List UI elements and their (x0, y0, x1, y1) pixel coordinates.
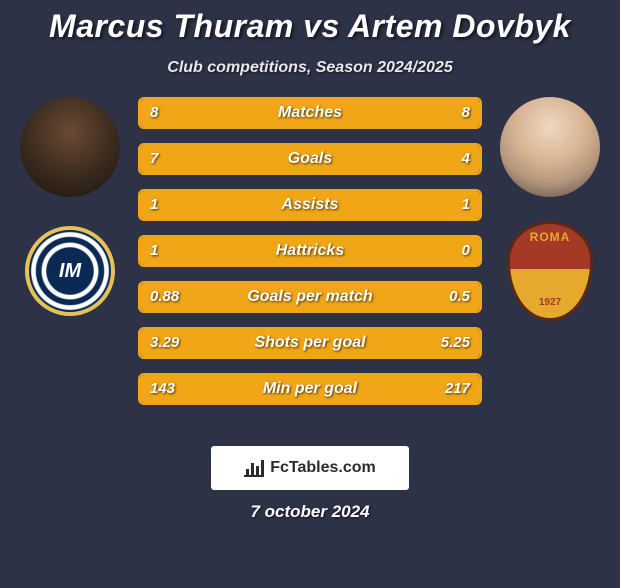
stat-label: Assists (140, 191, 480, 219)
date-label: 7 october 2024 (0, 502, 620, 522)
footer-brand: FcTables.com (270, 459, 376, 477)
roma-badge-year: 1927 (539, 297, 561, 308)
chart-icon (244, 459, 264, 477)
stat-label: Matches (140, 99, 480, 127)
main-area: IM ROMA 1927 88Matches 74Goals 11Assists 10… (0, 97, 620, 437)
stat-label: Min per goal (140, 375, 480, 403)
stat-row: 74Goals (138, 143, 482, 175)
roma-badge-text: ROMA (530, 230, 571, 244)
inter-badge-icon: IM (25, 226, 115, 316)
stat-label: Goals (140, 145, 480, 173)
stat-row: 10Hattricks (138, 235, 482, 267)
stat-row: 3.295.25Shots per goal (138, 327, 482, 359)
footer-logo[interactable]: FcTables.com (211, 446, 409, 490)
left-column: IM (10, 97, 130, 345)
player-right-avatar (500, 97, 600, 197)
subtitle: Club competitions, Season 2024/2025 (0, 59, 620, 77)
comparison-card: Marcus Thuram vs Artem Dovbyk Club compe… (0, 8, 620, 588)
right-column: ROMA 1927 (490, 97, 610, 345)
club-left-badge: IM (20, 221, 120, 321)
player-left-avatar (20, 97, 120, 197)
stat-row: 143217Min per goal (138, 373, 482, 405)
stat-row: 11Assists (138, 189, 482, 221)
inter-badge-text: IM (59, 260, 81, 283)
roma-badge-icon: ROMA 1927 (507, 221, 593, 321)
stat-label: Goals per match (140, 283, 480, 311)
stat-label: Hattricks (140, 237, 480, 265)
stat-label: Shots per goal (140, 329, 480, 357)
stats-panel: 88Matches 74Goals 11Assists 10Hattricks 0.88… (138, 97, 482, 419)
stat-row: 0.880.5Goals per match (138, 281, 482, 313)
club-right-badge: ROMA 1927 (500, 221, 600, 321)
page-title: Marcus Thuram vs Artem Dovbyk (0, 8, 620, 45)
stat-row: 88Matches (138, 97, 482, 129)
